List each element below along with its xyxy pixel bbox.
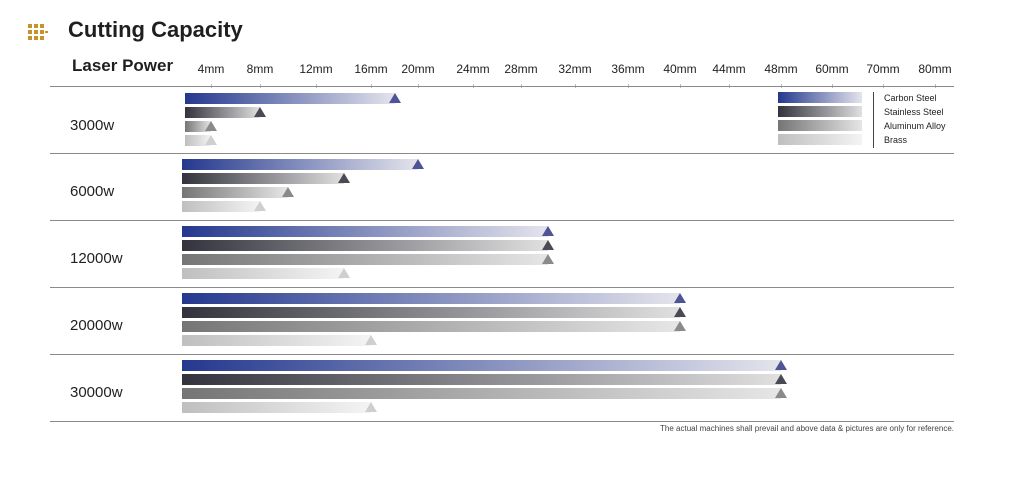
bar-end-marker: [205, 121, 217, 131]
bar-end-marker: [542, 226, 554, 236]
bar-end-marker: [542, 254, 554, 264]
x-tick-label: 24mm: [456, 62, 490, 76]
footnote: The actual machines shall prevail and ab…: [660, 424, 954, 433]
legend-swatch: [778, 120, 862, 131]
bar-stainless-steel: [185, 107, 260, 118]
bar-aluminum-alloy: [182, 254, 548, 265]
row-label-laser-power: 3000w: [70, 117, 115, 134]
bar-end-marker: [365, 335, 377, 345]
bar-carbon-steel: [182, 293, 680, 304]
row-divider: [50, 287, 954, 288]
x-tick-label: 4mm: [197, 62, 225, 76]
x-tick-label: 36mm: [611, 62, 645, 76]
x-tick-label: 8mm: [246, 62, 274, 76]
row-divider: [50, 220, 954, 221]
bar-end-marker: [412, 159, 424, 169]
bar-end-marker: [337, 173, 350, 183]
bar-carbon-steel: [182, 159, 418, 170]
row-label-laser-power: 6000w: [70, 183, 115, 200]
bar-stainless-steel: [182, 307, 680, 318]
bar-end-marker: [205, 135, 217, 145]
dot-grid-icon: [28, 24, 48, 40]
row-label-laser-power: 20000w: [70, 317, 123, 334]
bar-end-marker: [674, 293, 686, 303]
x-tick-label: 16mm: [354, 62, 388, 76]
legend-label: Carbon Steel: [884, 93, 937, 103]
row-divider: [50, 153, 954, 154]
bar-carbon-steel: [182, 360, 781, 371]
bar-stainless-steel: [182, 374, 781, 385]
x-tick-label: 80mm: [918, 62, 952, 76]
bar-end-marker: [674, 307, 686, 317]
legend-label: Aluminum Alloy: [884, 121, 946, 131]
bar-brass: [185, 135, 211, 146]
bar-end-marker: [365, 402, 377, 412]
bar-brass: [182, 402, 371, 413]
bar-aluminum-alloy: [185, 121, 211, 132]
bar-stainless-steel: [182, 240, 548, 251]
legend-label: Brass: [884, 135, 908, 145]
row-label-laser-power: 12000w: [70, 250, 123, 267]
bar-aluminum-alloy: [182, 187, 288, 198]
bar-brass: [182, 201, 260, 212]
legend-swatch: [778, 106, 862, 117]
legend-swatch: [778, 134, 862, 145]
bar-stainless-steel: [182, 173, 344, 184]
x-tick-label: 32mm: [558, 62, 592, 76]
bar-end-marker: [542, 240, 554, 250]
row-divider: [50, 86, 954, 87]
bar-carbon-steel: [185, 93, 395, 104]
x-tick-label: 60mm: [815, 62, 849, 76]
bar-end-marker: [775, 388, 787, 398]
legend-label: Stainless Steel: [884, 107, 944, 117]
legend-divider-line: [873, 92, 874, 148]
page-title: Cutting Capacity: [68, 17, 243, 42]
legend-swatch: [778, 92, 862, 103]
bar-end-marker: [388, 93, 401, 103]
bar-end-marker: [775, 374, 787, 384]
bar-brass: [182, 268, 344, 279]
x-tick-label: 12mm: [299, 62, 333, 76]
x-tick-label: 70mm: [866, 62, 900, 76]
bar-carbon-steel: [182, 226, 548, 237]
bar-end-marker: [254, 201, 266, 211]
bar-end-marker: [337, 268, 350, 278]
x-tick-label: 20mm: [401, 62, 435, 76]
bar-end-marker: [282, 187, 294, 197]
bar-end-marker: [674, 321, 686, 331]
column-header-laser-power: Laser Power: [72, 56, 174, 75]
bar-aluminum-alloy: [182, 321, 680, 332]
x-tick-label: 48mm: [764, 62, 798, 76]
row-label-laser-power: 30000w: [70, 384, 123, 401]
x-tick-label: 28mm: [504, 62, 538, 76]
row-divider: [50, 354, 954, 355]
x-tick-label: 40mm: [663, 62, 697, 76]
bar-end-marker: [254, 107, 266, 117]
x-tick-label: 44mm: [712, 62, 746, 76]
bar-end-marker: [775, 360, 787, 370]
row-divider: [50, 421, 954, 422]
bar-aluminum-alloy: [182, 388, 781, 399]
bar-brass: [182, 335, 371, 346]
